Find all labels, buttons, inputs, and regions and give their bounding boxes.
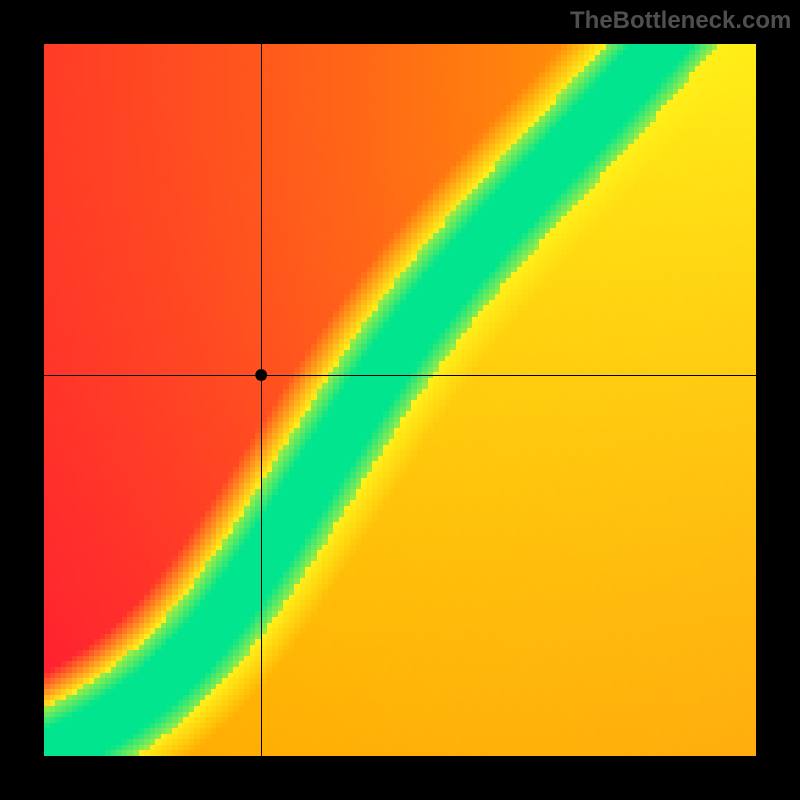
watermark-text: TheBottleneck.com: [570, 7, 791, 35]
bottleneck-heatmap-canvas: [0, 0, 800, 800]
